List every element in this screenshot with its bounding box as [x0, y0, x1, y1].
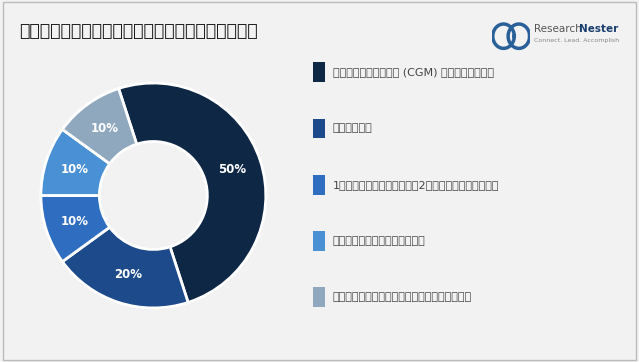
Text: 健康のお手入れと医療費へのアクセスを増やす: 健康のお手入れと医療費へのアクセスを増やす	[333, 292, 472, 302]
Text: 10%: 10%	[91, 122, 118, 135]
Text: Research: Research	[534, 24, 585, 34]
Wedge shape	[119, 83, 266, 302]
Wedge shape	[63, 227, 188, 308]
Wedge shape	[41, 129, 110, 195]
Text: 50%: 50%	[219, 163, 247, 176]
Text: 10%: 10%	[60, 215, 88, 228]
Text: 糖尿病研究活動への投資の増加: 糖尿病研究活動への投資の増加	[333, 236, 426, 246]
Text: 糖尿病の蔓延: 糖尿病の蔓延	[333, 123, 373, 134]
Text: 10%: 10%	[60, 163, 88, 176]
Text: 1型またはインスリン依存型2型糖尿病の患者数の増加: 1型またはインスリン依存型2型糖尿病の患者数の増加	[333, 180, 500, 190]
Text: 連続血糖モニタリング (CGM) 装置の穿孔の増加: 連続血糖モニタリング (CGM) 装置の穿孔の増加	[333, 67, 494, 77]
Wedge shape	[63, 89, 137, 164]
Text: 20%: 20%	[114, 268, 142, 281]
Wedge shape	[41, 195, 110, 262]
Text: 成長要因の貢献－血糖値モニタリングシステム市場: 成長要因の貢献－血糖値モニタリングシステム市場	[19, 22, 258, 40]
Text: Connect. Lead. Accomplish: Connect. Lead. Accomplish	[534, 38, 619, 43]
Text: Nester: Nester	[579, 24, 618, 34]
